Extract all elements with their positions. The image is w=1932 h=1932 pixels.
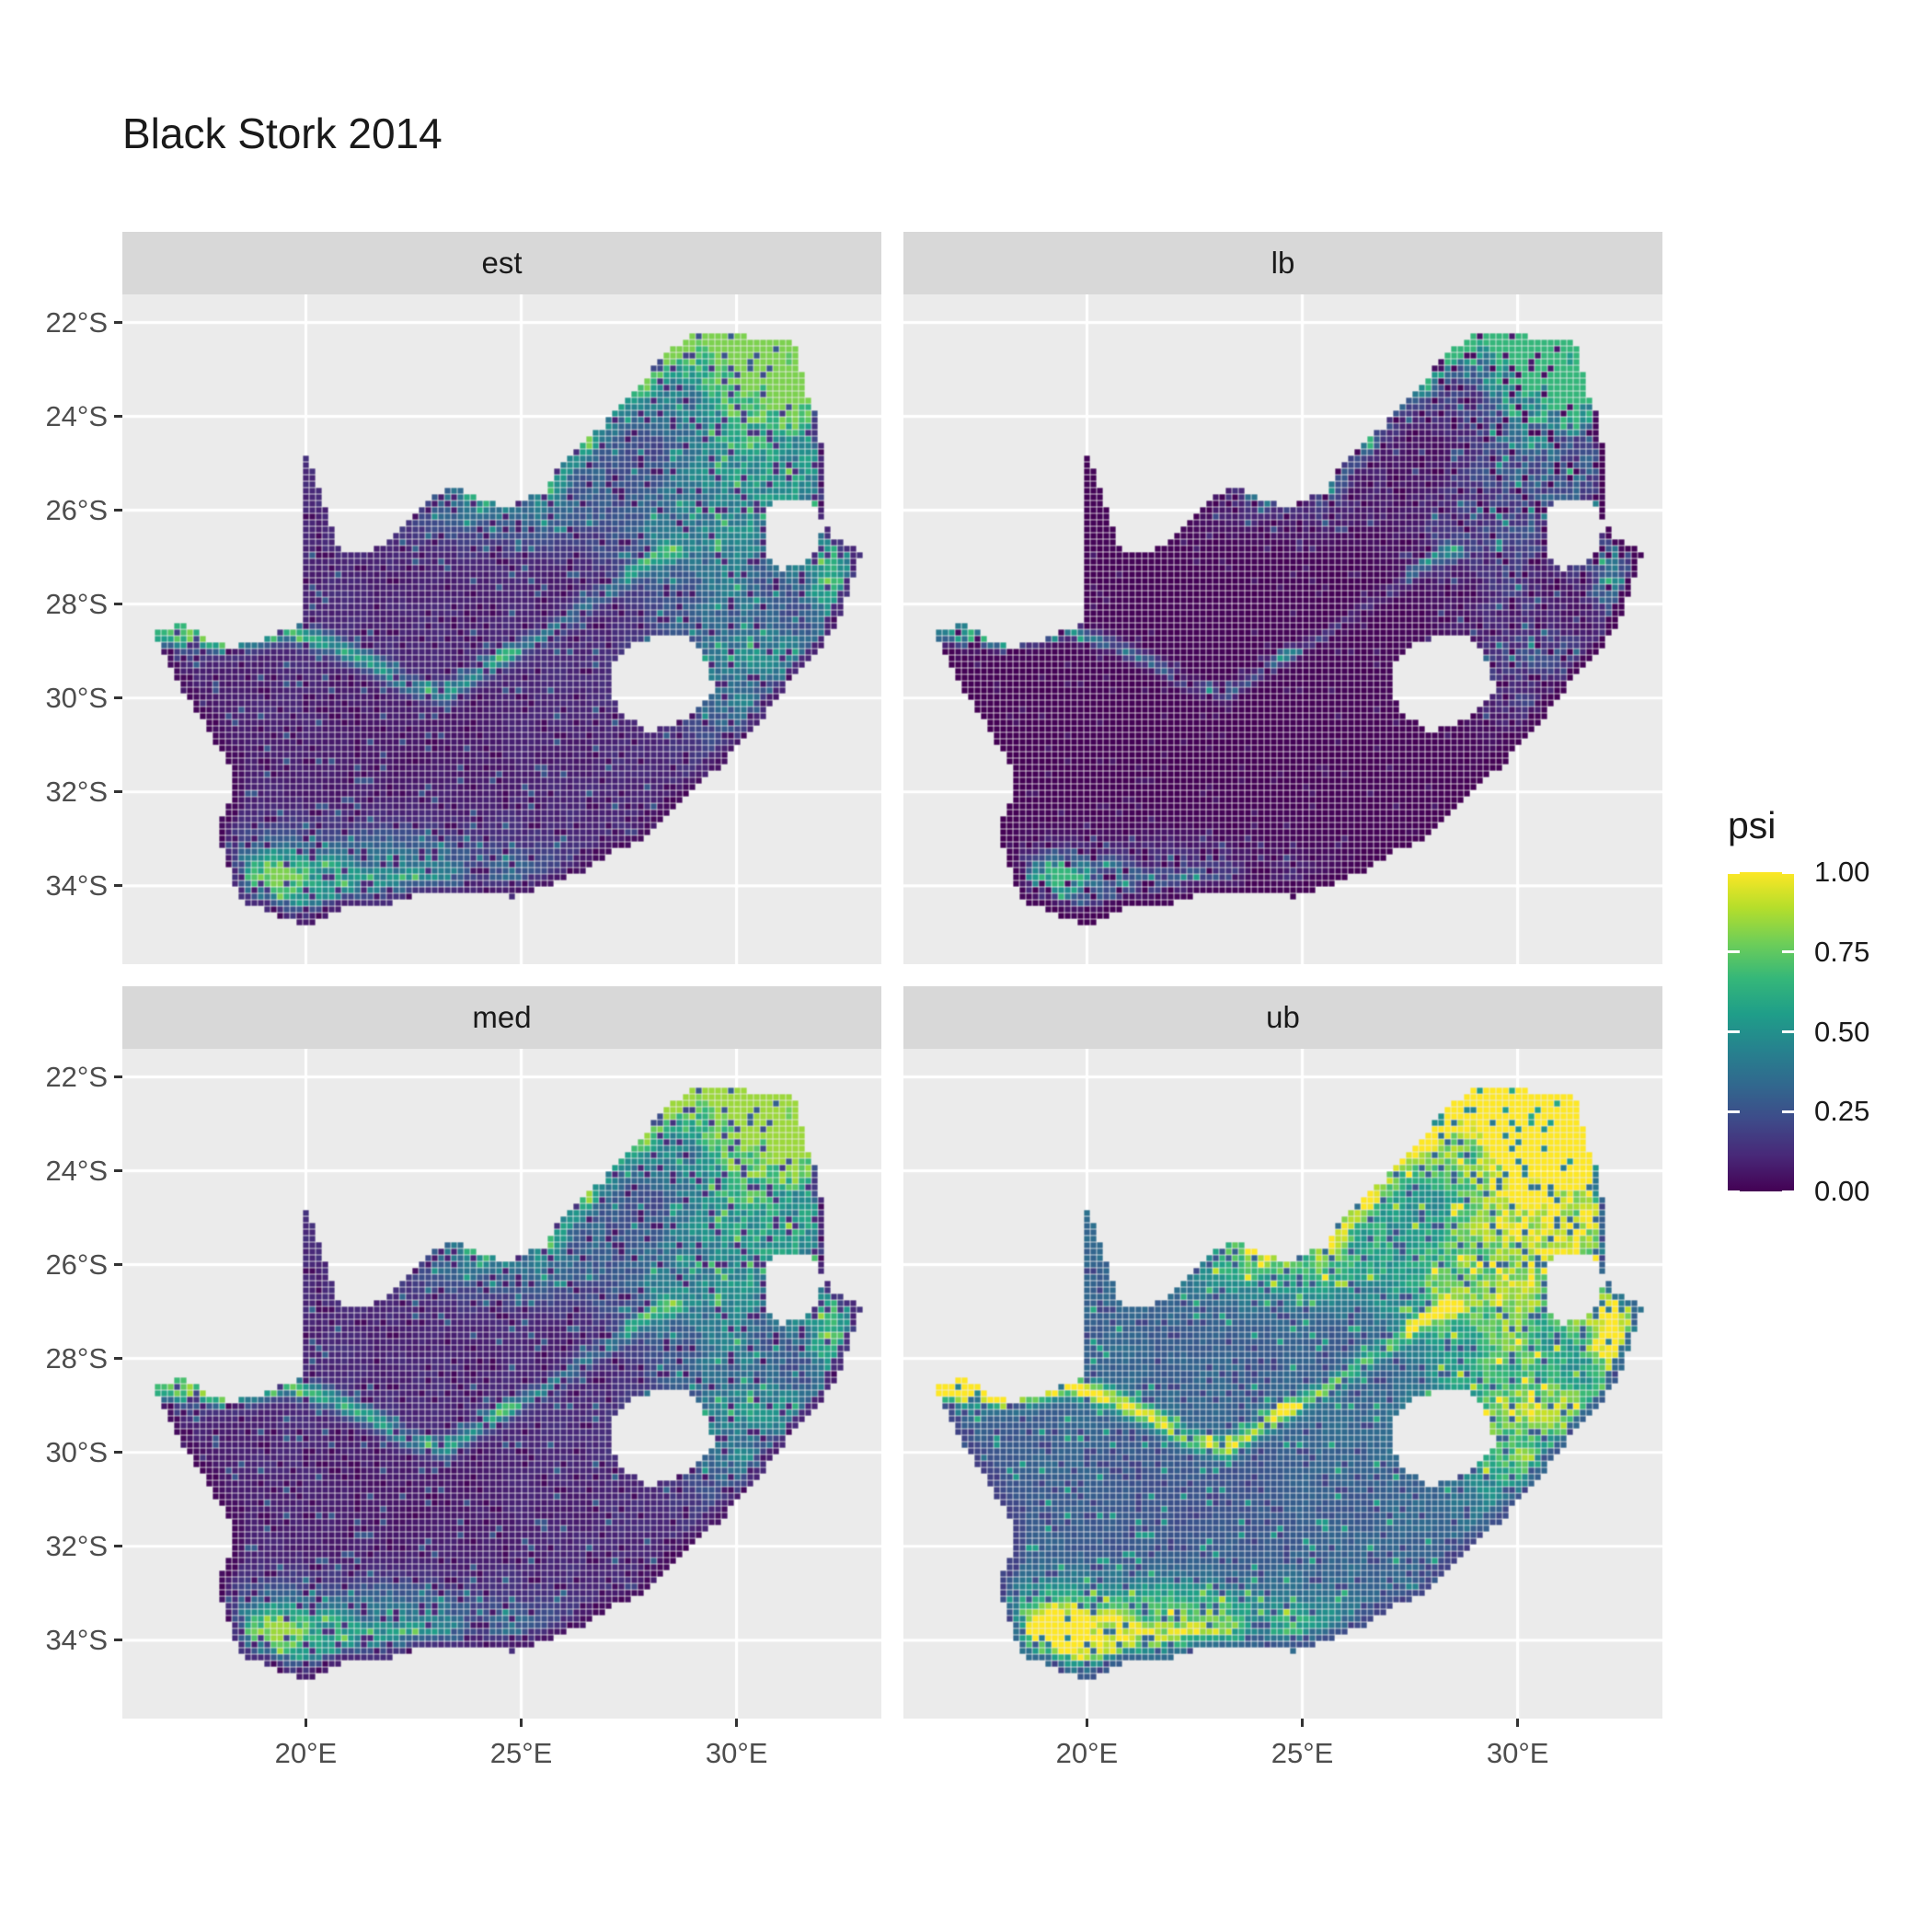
y-tick-mark bbox=[114, 790, 122, 794]
legend-tick-mark bbox=[1782, 950, 1794, 954]
x-tick-label: 20°E bbox=[274, 1737, 338, 1769]
y-tick-mark bbox=[114, 884, 122, 888]
legend-tick-label: 0.25 bbox=[1814, 1095, 1870, 1128]
facet-label-lb: lb bbox=[1271, 246, 1295, 280]
facet-strip-med: med bbox=[122, 986, 881, 1049]
facet-label-est: est bbox=[481, 246, 523, 280]
y-tick-label: 24°S bbox=[45, 1154, 108, 1187]
legend-tick-mark bbox=[1728, 950, 1740, 954]
legend-tick-label: 0.00 bbox=[1814, 1175, 1870, 1207]
x-tick-mark bbox=[1516, 1719, 1520, 1727]
legend-tick-label: 0.50 bbox=[1814, 1015, 1870, 1048]
y-tick-label: 22°S bbox=[45, 1060, 108, 1093]
x-tick-label: 25°E bbox=[489, 1737, 553, 1769]
x-tick-label: 20°E bbox=[1055, 1737, 1119, 1769]
x-tick-mark bbox=[1085, 1719, 1088, 1727]
facet-map-est bbox=[122, 294, 881, 964]
y-tick-mark bbox=[114, 1357, 122, 1361]
x-tick-mark bbox=[304, 1719, 307, 1727]
legend-tick-mark bbox=[1728, 872, 1740, 874]
y-tick-label: 32°S bbox=[45, 1529, 108, 1562]
y-tick-label: 30°S bbox=[45, 681, 108, 714]
facet-map-med bbox=[122, 1049, 881, 1719]
facet-label-med: med bbox=[472, 1000, 532, 1034]
x-tick-mark bbox=[1301, 1719, 1305, 1727]
y-tick-label: 26°S bbox=[45, 493, 108, 526]
x-tick-mark bbox=[735, 1719, 739, 1727]
y-tick-label: 28°S bbox=[45, 587, 108, 620]
y-tick-mark bbox=[114, 1639, 122, 1642]
y-tick-label: 26°S bbox=[45, 1248, 108, 1281]
y-tick-label: 34°S bbox=[45, 868, 108, 902]
y-tick-mark bbox=[114, 415, 122, 419]
legend-labels: 1.00 0.75 0.50 0.25 0.00 bbox=[1814, 800, 1932, 1242]
y-tick-mark bbox=[114, 1075, 122, 1079]
y-tick-mark bbox=[114, 321, 122, 325]
x-tick-label: 25°E bbox=[1271, 1737, 1334, 1769]
y-tick-label: 30°S bbox=[45, 1435, 108, 1468]
legend-tick-label: 1.00 bbox=[1814, 856, 1870, 888]
y-tick-mark bbox=[114, 1451, 122, 1455]
y-tick-mark bbox=[114, 509, 122, 512]
y-tick-label: 34°S bbox=[45, 1623, 108, 1656]
page-title: Black Stork 2014 bbox=[122, 109, 443, 157]
legend-tick-mark bbox=[1782, 1110, 1794, 1113]
y-tick-mark bbox=[114, 1263, 122, 1267]
y-tick-mark bbox=[114, 696, 122, 700]
facet-label-ub: ub bbox=[1266, 1000, 1300, 1034]
x-tick-label: 30°E bbox=[705, 1737, 768, 1769]
legend: psi 1.00 0.75 0.50 0.25 0.00 bbox=[1720, 800, 1932, 1242]
legend-colorbar bbox=[1728, 872, 1794, 1191]
legend-tick-mark bbox=[1728, 1190, 1740, 1191]
y-tick-mark bbox=[114, 1545, 122, 1548]
x-tick-mark bbox=[520, 1719, 523, 1727]
y-tick-label: 24°S bbox=[45, 399, 108, 432]
y-tick-label: 32°S bbox=[45, 775, 108, 808]
facet-strip-lb: lb bbox=[903, 232, 1662, 294]
legend-tick-mark bbox=[1782, 1030, 1794, 1033]
legend-tick-label: 0.75 bbox=[1814, 935, 1870, 968]
legend-title: psi bbox=[1728, 804, 1777, 846]
y-tick-mark bbox=[114, 603, 122, 606]
facet-strip-est: est bbox=[122, 232, 881, 294]
y-tick-label: 22°S bbox=[45, 305, 108, 339]
facet-map-lb bbox=[903, 294, 1662, 964]
legend-tick-mark bbox=[1782, 1190, 1794, 1191]
y-tick-label: 28°S bbox=[45, 1341, 108, 1374]
x-tick-label: 30°E bbox=[1486, 1737, 1549, 1769]
facet-strip-ub: ub bbox=[903, 986, 1662, 1049]
y-tick-mark bbox=[114, 1169, 122, 1173]
facet-map-ub bbox=[903, 1049, 1662, 1719]
legend-tick-mark bbox=[1728, 1110, 1740, 1113]
legend-tick-mark bbox=[1728, 1030, 1740, 1033]
legend-tick-mark bbox=[1782, 872, 1794, 874]
